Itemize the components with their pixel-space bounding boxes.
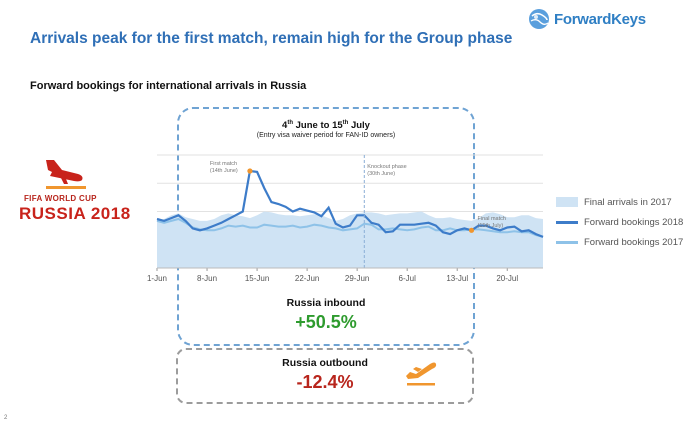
- x-tick-label: 8-Jun: [197, 274, 217, 283]
- legend-label: Final arrivals in 2017: [584, 196, 672, 208]
- x-tick-label: 1-Jun: [147, 274, 167, 283]
- worldcup-line1: FIFA WORLD CUP: [24, 194, 97, 203]
- inbound-label: Russia inbound: [286, 297, 366, 309]
- legend-item-2018: Forward bookings 2018: [556, 212, 683, 232]
- x-tick-label: 6-Jul: [399, 274, 417, 283]
- chart-legend: Final arrivals in 2017 Forward bookings …: [556, 192, 683, 252]
- area-final-arrivals-2017: [157, 211, 543, 268]
- page-number: 2: [4, 415, 8, 421]
- period-note: (Entry visa waiver period for FAN-ID own…: [256, 132, 396, 139]
- chart-annotations: First match(14th June) Knockout phase(30t…: [210, 161, 506, 233]
- forwardkeys-logo: ForwardKeys: [528, 8, 646, 30]
- x-tick-label: 13-Jul: [446, 274, 468, 283]
- x-tick-label: 22-Jun: [295, 274, 319, 283]
- first-match-marker: [247, 168, 253, 174]
- annotation-final-match: Final match: [478, 216, 506, 222]
- chart-subtitle: Forward bookings for international arriv…: [30, 80, 307, 92]
- legend-swatch-line: [556, 240, 578, 244]
- outbound-value: -12.4%: [296, 372, 354, 392]
- annotation-first-match-date: (14th June): [210, 168, 238, 174]
- x-tick-label: 29-Jun: [345, 274, 369, 283]
- legend-label: Forward bookings 2017: [584, 236, 684, 248]
- final-match-marker: [468, 227, 475, 233]
- x-tick-label: 20-Jul: [496, 274, 518, 283]
- annotation-first-match: First match: [210, 161, 237, 167]
- airplane-takeoff-icon: [406, 362, 437, 386]
- outbound-label: Russia outbound: [282, 357, 368, 369]
- outbound-box: [176, 348, 474, 404]
- airplane-landing-icon: [46, 160, 86, 189]
- legend-swatch-line: [556, 220, 578, 224]
- period-title: 4th June to 15th July: [282, 120, 370, 132]
- annotation-knockout-date: (30th June): [367, 171, 395, 177]
- globe-icon: [529, 9, 549, 29]
- legend-item-2017: Forward bookings 2017: [556, 232, 683, 252]
- annotation-knockout: Knockout phase: [367, 164, 406, 170]
- x-axis-ticks: 1-Jun 8-Jun 15-Jun 22-Jun 29-Jun 6-Jul 13-Jul 2…: [147, 267, 543, 283]
- worldcup-logo: FIFA WORLD CUP RUSSIA 2018: [12, 150, 142, 230]
- worldcup-line2: RUSSIA 2018: [19, 204, 131, 223]
- line-bookings-2018: [156, 169, 544, 238]
- inbound-value: +50.5%: [295, 312, 357, 332]
- legend-item-final-2017: Final arrivals in 2017: [556, 192, 683, 212]
- line-bookings-2017: [156, 217, 544, 238]
- x-tick-label: 15-Jun: [245, 274, 269, 283]
- logo-text: ForwardKeys: [554, 10, 646, 28]
- page-title: Arrivals peak for the first match, remai…: [30, 30, 513, 47]
- annotation-final-match-date: (15th July): [478, 223, 504, 229]
- legend-swatch-area: [556, 197, 578, 207]
- legend-label: Forward bookings 2018: [584, 216, 684, 228]
